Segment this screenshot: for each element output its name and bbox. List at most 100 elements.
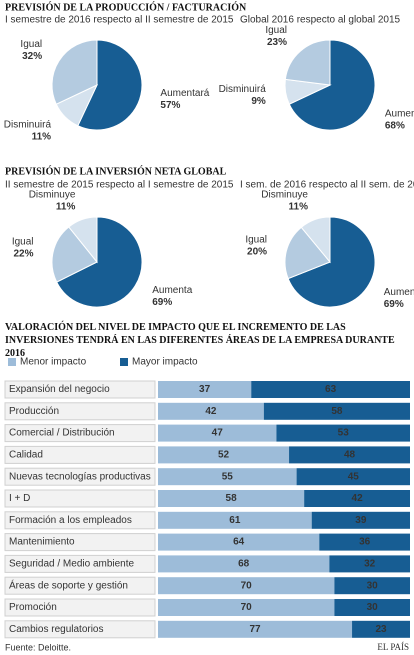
bar-segment (158, 490, 305, 507)
slice-value: 32% (22, 51, 42, 62)
bar-segment (304, 490, 410, 507)
slice-label: Aumenta (152, 285, 192, 296)
bar-segment (158, 468, 297, 486)
category-label: I + D (9, 493, 30, 504)
bar-segment (311, 511, 410, 529)
category-box (4, 554, 156, 573)
bar-segment (334, 577, 410, 595)
bar-segment (158, 599, 335, 616)
pie-slice (287, 216, 376, 308)
bar-value: 52 (218, 450, 230, 461)
bar-segment (319, 533, 410, 551)
pie-slice (56, 216, 143, 308)
slice-value: 9% (251, 96, 266, 107)
pie-title: I semestre de 2016 respecto al II semest… (5, 15, 234, 26)
slice-value: 68% (385, 120, 405, 131)
pie-slice (288, 39, 376, 131)
bar-segment (158, 424, 277, 442)
brand: EL PAÍS (377, 642, 409, 652)
category-label: Mantenimiento (9, 537, 75, 548)
pie-slice (68, 216, 98, 264)
bar-value: 30 (367, 580, 379, 591)
section-heading: PREVISIÓN DE LA INVERSIÓN NETA GLOBAL (5, 165, 227, 177)
slice-label: Disminuirá (4, 120, 52, 131)
category-box (4, 620, 156, 639)
bar-value: 63 (325, 384, 337, 395)
category-label: Calidad (9, 450, 43, 461)
bar-value: 55 (222, 471, 234, 482)
slice-label: Disminuirá (219, 84, 267, 95)
category-box (4, 380, 156, 399)
slice-label: Igual (245, 234, 267, 245)
category-label: Promoción (9, 602, 57, 613)
bar-segment (263, 402, 410, 420)
category-box (4, 598, 156, 617)
bar-value: 23 (375, 624, 387, 635)
bar-value: 32 (364, 559, 376, 570)
bar-segment (251, 381, 410, 398)
bar-value: 53 (338, 428, 350, 439)
bar-segment (158, 620, 353, 638)
slice-label: Igual (265, 25, 287, 36)
category-label: Expansión del negocio (9, 384, 110, 395)
pie-slice (51, 39, 98, 105)
legend-swatch (8, 358, 16, 366)
category-box (4, 467, 156, 486)
slice-value: 22% (13, 249, 33, 260)
pie-slice (300, 216, 331, 264)
category-label: Seguridad / Medio ambiente (9, 559, 135, 570)
pie-slice (77, 39, 143, 131)
bar-segment (158, 511, 312, 529)
bar-value: 39 (355, 515, 367, 526)
bar-segment (276, 424, 410, 442)
bar-value: 58 (226, 493, 238, 504)
bar-segment (158, 577, 335, 595)
bar-value: 30 (367, 602, 379, 613)
bar-value: 70 (241, 602, 253, 613)
legend-swatch (120, 358, 128, 366)
bar-segment (296, 468, 410, 486)
bar-value: 45 (348, 471, 360, 482)
slice-label: Aumentará (160, 88, 209, 99)
pie-slice (284, 39, 331, 86)
pie-slice (284, 226, 331, 280)
bar-segment (158, 533, 320, 551)
slice-value: 69% (152, 297, 172, 308)
bar-segment (289, 446, 410, 464)
bar-value: 64 (233, 537, 245, 548)
bar-segment (334, 599, 410, 616)
slice-value: 11% (289, 201, 309, 212)
bar-segment (158, 446, 290, 464)
pie-title: II semestre de 2015 respecto al I semest… (5, 180, 234, 191)
slice-label: Aumentará (385, 108, 414, 119)
legend-label: Mayor impacto (132, 357, 198, 368)
slice-value: 57% (160, 100, 180, 111)
category-label: Cambios regulatorios (9, 624, 104, 635)
chart-title: VALORACIÓN DEL NIVEL DE IMPACTO QUE EL I… (5, 322, 395, 359)
source: Fuente: Deloitte. (5, 642, 71, 652)
pie-slice (51, 226, 98, 283)
section-heading: PREVISIÓN DE LA PRODUCCIÓN / FACTURACIÓN (5, 1, 247, 13)
category-label: Áreas de soporte y gestión (9, 578, 128, 591)
bar-segment (158, 555, 330, 573)
bar-value: 68 (238, 559, 250, 570)
bar-value: 48 (344, 450, 356, 461)
pie-title: I sem. de 2016 respecto al II sem. de 20… (240, 180, 414, 191)
slice-value: 20% (247, 246, 267, 257)
category-label: Nuevas tecnologías productivas (9, 471, 151, 482)
legend-label: Menor impacto (20, 357, 87, 368)
bar-segment (158, 381, 252, 398)
slice-value: 69% (384, 299, 404, 310)
category-box (4, 445, 156, 464)
category-box (4, 576, 156, 595)
bar-value: 70 (241, 580, 253, 591)
bar-value: 47 (212, 428, 224, 439)
bar-segment (352, 620, 410, 638)
slice-label: Disminuye (29, 189, 76, 200)
bar-value: 37 (199, 384, 211, 395)
bar-segment (329, 555, 410, 573)
category-label: Formación a los empleados (9, 515, 132, 526)
slice-value: 11% (56, 201, 76, 212)
